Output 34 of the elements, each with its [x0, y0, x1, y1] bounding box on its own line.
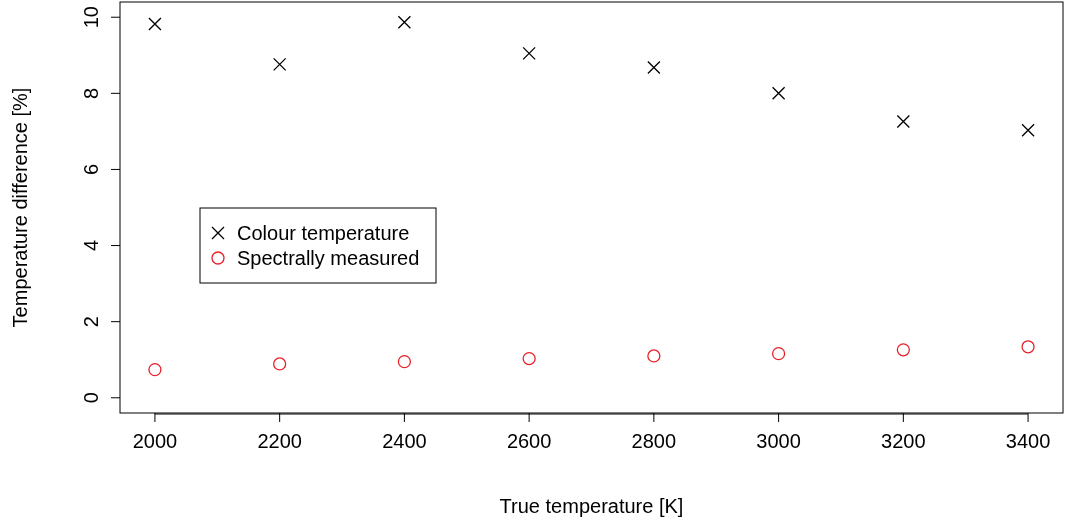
point: [273, 57, 287, 72]
x-tick-label: 3000: [756, 430, 801, 452]
y-tick-label: 6: [80, 163, 102, 176]
y-tick-label: 10: [80, 6, 102, 29]
point: [397, 354, 412, 369]
point: [148, 17, 162, 31]
y-tick-label: 2: [80, 316, 102, 328]
point: [896, 114, 910, 129]
x-tick-label: 2800: [631, 430, 677, 452]
y-tick-label: 8: [80, 87, 102, 99]
x-tick-label: 2600: [506, 430, 552, 452]
point: [1021, 340, 1035, 354]
legend-label: Spectrally measured: [237, 247, 420, 269]
x-tick-label: 2200: [257, 430, 302, 452]
point: [647, 60, 661, 75]
x-axis-title: True temperature [K]: [499, 495, 684, 517]
y-tick-label: 4: [80, 239, 102, 252]
x-tick-label: 2400: [382, 430, 427, 452]
point: [148, 362, 162, 377]
y-tick-label: 0: [80, 392, 102, 404]
point: [522, 351, 536, 366]
point: [397, 15, 412, 29]
point: [522, 46, 536, 61]
legend-label: Colour temperature: [237, 222, 410, 244]
x-tick-label: 3400: [1005, 430, 1051, 452]
point: [896, 343, 910, 357]
point: [771, 346, 786, 361]
point: [771, 86, 786, 100]
point: [273, 357, 287, 371]
point: [1021, 123, 1035, 137]
x-tick-label: 2000: [132, 430, 178, 452]
point: [647, 349, 661, 363]
y-axis-title: Temperature difference [%]: [9, 87, 31, 328]
x-tick-label: 3200: [881, 430, 926, 452]
